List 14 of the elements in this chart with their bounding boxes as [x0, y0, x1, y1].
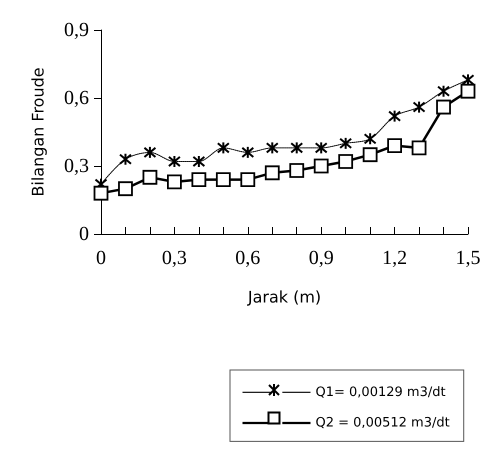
- x-tick-label: 0,9: [308, 247, 334, 269]
- x-tick-label: 1,5: [456, 247, 480, 269]
- y-tick-label: 0: [79, 223, 89, 245]
- y-tick-label: 0,3: [64, 155, 89, 177]
- legend-label: Q1= 0,00129 m3/dt: [316, 384, 446, 400]
- x-axis-title: Jarak (m): [246, 288, 322, 306]
- x-tick-label: 0,3: [162, 247, 187, 269]
- x-tick-label: 0,6: [235, 247, 260, 269]
- x-tick-label: 1,2: [382, 247, 408, 269]
- legend-label: Q2 = 0,00512 m3/dt: [316, 416, 450, 430]
- x-tick-label: 0: [96, 247, 106, 269]
- y-tick-label: 0,9: [64, 19, 89, 41]
- y-tick-label: 0,6: [64, 87, 89, 109]
- y-axis-title: Bilangan Froude: [28, 67, 48, 197]
